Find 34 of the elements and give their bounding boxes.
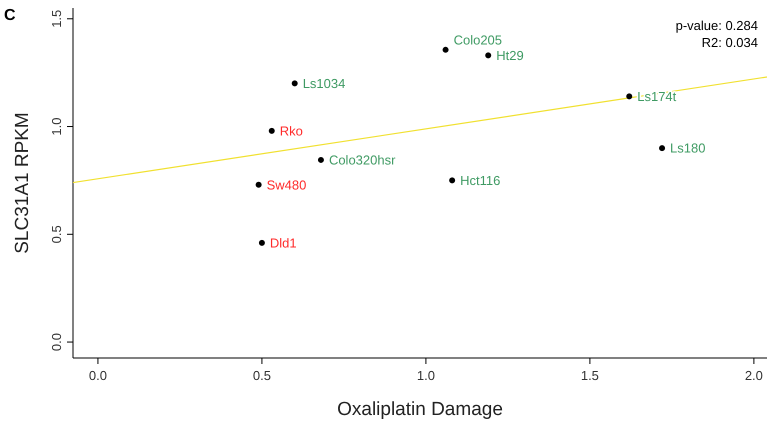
data-label: Dld1 (270, 235, 297, 250)
y-tick-label: 1.0 (49, 117, 64, 136)
text: C (4, 7, 16, 24)
data-label: Colo205 (454, 32, 502, 48)
data-label: Ls180 (670, 140, 706, 156)
data-label: Ls174t (637, 88, 677, 104)
y-tick-label: 0.5 (49, 225, 64, 244)
data-label: Ls1034 (302, 76, 346, 91)
y-tick-label: 1.5 (49, 10, 64, 28)
data-label: Sw480 (266, 177, 306, 192)
point (442, 46, 449, 53)
x-axis-title: Oxaliplatin Damage (337, 399, 503, 420)
x-tick-label: 0.0 (88, 368, 107, 383)
data-label: Hct116 (460, 172, 500, 188)
y-axis-title: SLC31A1 RPKM (12, 112, 33, 254)
data-label: Colo320hsr (328, 152, 396, 168)
annotation: p-value: 0.284 (676, 18, 758, 33)
point (449, 177, 456, 184)
point (258, 240, 265, 246)
x-tick-label: 1.5 (580, 368, 599, 383)
point (626, 93, 632, 100)
point (318, 156, 324, 163)
point (256, 182, 262, 188)
annotation: R2: 0.034 (702, 35, 758, 50)
point (485, 52, 492, 58)
x-tick-label: 0.5 (252, 368, 271, 383)
point (268, 128, 275, 134)
y-tick-label: 0.0 (49, 333, 64, 352)
point (292, 80, 298, 86)
data-label: Ht29 (496, 48, 524, 63)
data-label: Rko (280, 123, 303, 138)
x-tick-label: 2.0 (744, 368, 763, 383)
x-tick-label: 1.0 (416, 368, 435, 383)
point (659, 145, 666, 152)
